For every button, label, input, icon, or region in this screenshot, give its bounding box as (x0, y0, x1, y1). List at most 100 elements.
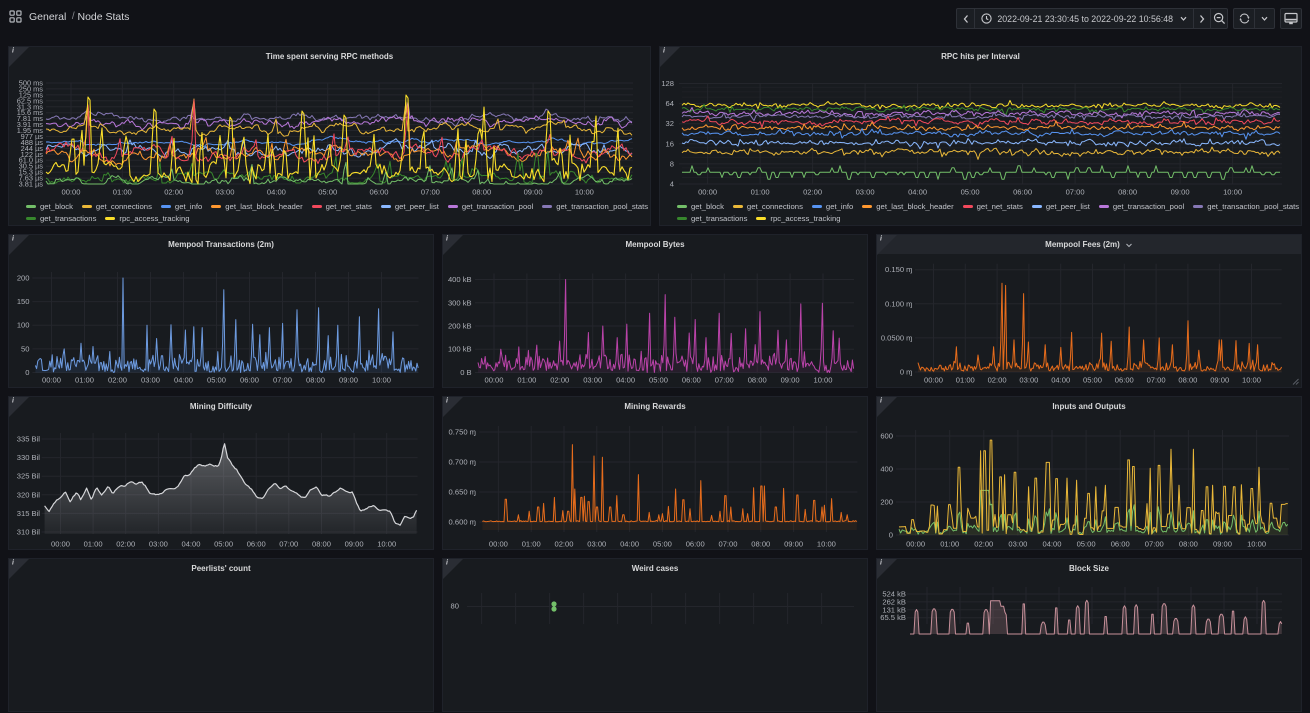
svg-text:128: 128 (661, 79, 674, 88)
svg-text:325 Bil: 325 Bil (17, 472, 41, 481)
svg-text:06:00: 06:00 (682, 376, 701, 385)
svg-text:03:00: 03:00 (1008, 540, 1027, 549)
svg-text:0.750 ɱ: 0.750 ɱ (449, 428, 476, 437)
svg-text:16: 16 (666, 139, 674, 148)
svg-text:10:00: 10:00 (377, 540, 396, 549)
svg-text:64: 64 (666, 99, 674, 108)
svg-text:10:00: 10:00 (575, 188, 594, 197)
svg-text:10:00: 10:00 (1247, 540, 1266, 549)
svg-text:08:00: 08:00 (1179, 540, 1198, 549)
svg-text:06:00: 06:00 (1115, 376, 1134, 385)
svg-text:400 kB: 400 kB (448, 275, 472, 284)
svg-text:02:00: 02:00 (550, 376, 569, 385)
svg-text:0: 0 (889, 531, 893, 540)
svg-text:05:00: 05:00 (1083, 376, 1102, 385)
svg-text:10:00: 10:00 (813, 376, 832, 385)
svg-text:i: i (12, 560, 15, 567)
svg-text:0.150 ɱ: 0.150 ɱ (885, 265, 912, 274)
svg-text:131 kB: 131 kB (882, 605, 906, 614)
svg-text:04:00: 04:00 (181, 540, 200, 549)
svg-text:335 Bil: 335 Bil (17, 435, 41, 444)
svg-text:320 Bil: 320 Bil (17, 490, 41, 499)
svg-text:10:00: 10:00 (1223, 188, 1242, 197)
svg-text:04:00: 04:00 (616, 376, 635, 385)
svg-text:06:00: 06:00 (1111, 540, 1130, 549)
svg-text:00:00: 00:00 (489, 540, 508, 549)
svg-text:08:00: 08:00 (472, 188, 491, 197)
svg-text:01:00: 01:00 (751, 188, 770, 197)
svg-text:i: i (12, 398, 15, 405)
svg-text:200 kB: 200 kB (448, 322, 472, 331)
svg-text:100 kB: 100 kB (448, 345, 472, 354)
svg-text:262 kB: 262 kB (882, 597, 906, 606)
svg-text:03:00: 03:00 (587, 540, 606, 549)
svg-text:7.63 µs: 7.63 µs (19, 174, 44, 183)
svg-text:62.5 ms: 62.5 ms (17, 96, 44, 105)
svg-text:i: i (12, 48, 15, 55)
svg-text:10:00: 10:00 (1242, 376, 1261, 385)
svg-text:07:00: 07:00 (1147, 376, 1166, 385)
svg-text:i: i (880, 560, 883, 567)
svg-text:01:00: 01:00 (84, 540, 103, 549)
svg-text:15.6 ms: 15.6 ms (17, 108, 44, 117)
svg-text:04:00: 04:00 (174, 376, 193, 385)
svg-text:400: 400 (880, 465, 893, 474)
svg-text:08:00: 08:00 (751, 540, 770, 549)
svg-text:08:00: 08:00 (1118, 188, 1137, 197)
svg-text:500 ms: 500 ms (19, 79, 44, 88)
svg-text:00:00: 00:00 (61, 188, 80, 197)
svg-text:315 Bil: 315 Bil (17, 509, 41, 518)
svg-text:i: i (446, 560, 449, 567)
svg-text:32: 32 (666, 119, 674, 128)
svg-text:4: 4 (670, 180, 674, 189)
svg-text:02:00: 02:00 (803, 188, 822, 197)
svg-text:300 kB: 300 kB (448, 298, 472, 307)
svg-text:125 ms: 125 ms (19, 90, 44, 99)
svg-text:0.700 ɱ: 0.700 ɱ (449, 458, 476, 467)
svg-text:07:00: 07:00 (1145, 540, 1164, 549)
svg-text:03:00: 03:00 (583, 376, 602, 385)
svg-text:01:00: 01:00 (940, 540, 959, 549)
svg-text:0 B: 0 B (460, 368, 471, 377)
svg-text:07:00: 07:00 (715, 376, 734, 385)
svg-text:07:00: 07:00 (279, 540, 298, 549)
svg-text:3.81 µs: 3.81 µs (19, 180, 44, 189)
svg-text:61.0 µs: 61.0 µs (19, 156, 44, 165)
svg-text:03:00: 03:00 (856, 188, 875, 197)
svg-text:02:00: 02:00 (108, 376, 127, 385)
svg-text:01:00: 01:00 (517, 376, 536, 385)
svg-text:524 kB: 524 kB (882, 590, 906, 599)
svg-text:10:00: 10:00 (372, 376, 391, 385)
svg-text:00:00: 00:00 (698, 188, 717, 197)
svg-text:04:00: 04:00 (620, 540, 639, 549)
svg-text:01:00: 01:00 (113, 188, 132, 197)
svg-text:8: 8 (670, 159, 674, 168)
svg-text:07:00: 07:00 (718, 540, 737, 549)
svg-text:100: 100 (17, 321, 30, 330)
svg-text:04:00: 04:00 (1042, 540, 1061, 549)
svg-text:0.0500 ɱ: 0.0500 ɱ (881, 333, 913, 342)
svg-text:i: i (880, 398, 883, 405)
svg-text:0: 0 (25, 368, 29, 377)
svg-text:122 µs: 122 µs (21, 150, 44, 159)
svg-text:09:00: 09:00 (1210, 376, 1229, 385)
svg-text:06:00: 06:00 (1013, 188, 1032, 197)
svg-text:7.81 ms: 7.81 ms (17, 114, 44, 123)
svg-text:00:00: 00:00 (51, 540, 70, 549)
svg-text:09:00: 09:00 (784, 540, 803, 549)
svg-text:i: i (12, 236, 15, 243)
svg-text:0.100 ɱ: 0.100 ɱ (885, 299, 912, 308)
svg-text:01:00: 01:00 (75, 376, 94, 385)
svg-text:09:00: 09:00 (524, 188, 543, 197)
svg-text:00:00: 00:00 (906, 540, 925, 549)
svg-text:08:00: 08:00 (306, 376, 325, 385)
svg-text:50: 50 (21, 344, 29, 353)
svg-text:150: 150 (17, 297, 30, 306)
svg-text:09:00: 09:00 (339, 376, 358, 385)
svg-text:05:00: 05:00 (214, 540, 233, 549)
svg-text:06:00: 06:00 (247, 540, 266, 549)
svg-text:30.5 µs: 30.5 µs (19, 162, 44, 171)
svg-text:02:00: 02:00 (554, 540, 573, 549)
svg-text:0 ɱ: 0 ɱ (900, 368, 913, 377)
svg-text:06:00: 06:00 (240, 376, 259, 385)
